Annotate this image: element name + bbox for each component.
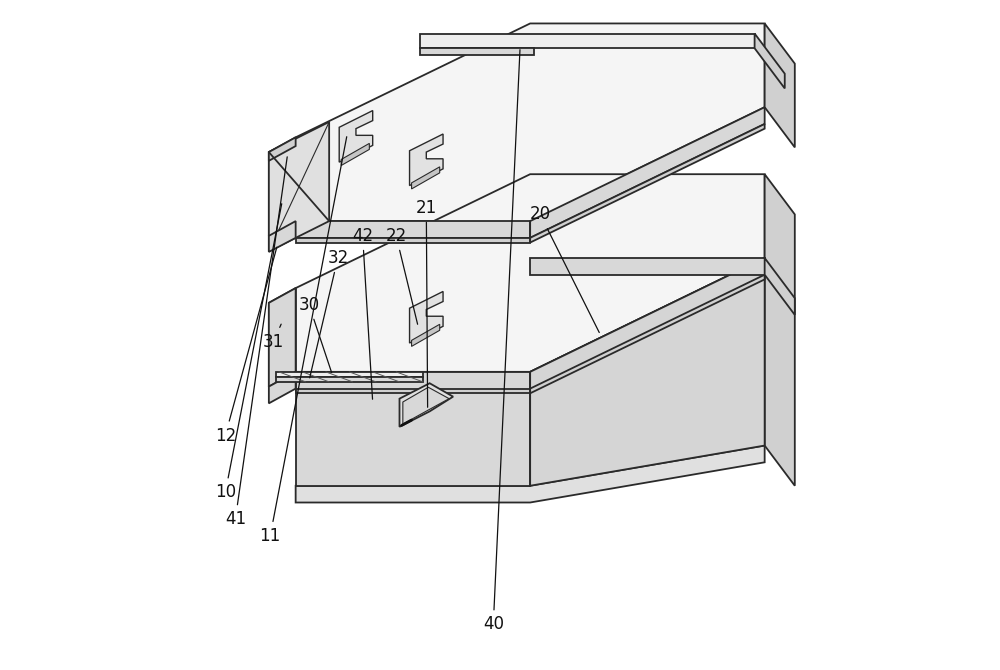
Polygon shape bbox=[276, 377, 423, 382]
Text: 30: 30 bbox=[298, 296, 332, 373]
Polygon shape bbox=[339, 111, 373, 162]
Polygon shape bbox=[412, 324, 440, 346]
Polygon shape bbox=[400, 383, 453, 427]
Polygon shape bbox=[269, 288, 296, 387]
Text: 22: 22 bbox=[386, 227, 418, 324]
Polygon shape bbox=[296, 221, 530, 238]
Polygon shape bbox=[765, 174, 795, 486]
Polygon shape bbox=[341, 143, 369, 165]
Polygon shape bbox=[269, 137, 296, 236]
Polygon shape bbox=[269, 221, 296, 252]
Text: 20: 20 bbox=[530, 206, 599, 332]
Polygon shape bbox=[403, 387, 449, 424]
Text: 11: 11 bbox=[260, 137, 347, 545]
Polygon shape bbox=[296, 174, 765, 372]
Polygon shape bbox=[765, 23, 795, 147]
Text: 21: 21 bbox=[416, 199, 437, 407]
Polygon shape bbox=[276, 372, 423, 377]
Polygon shape bbox=[412, 167, 440, 189]
Polygon shape bbox=[296, 372, 530, 486]
Polygon shape bbox=[420, 48, 534, 55]
Polygon shape bbox=[269, 137, 296, 161]
Polygon shape bbox=[296, 446, 765, 502]
Text: 31: 31 bbox=[263, 324, 284, 350]
Text: 40: 40 bbox=[483, 50, 520, 633]
Polygon shape bbox=[530, 124, 765, 243]
Polygon shape bbox=[269, 122, 329, 251]
Text: 42: 42 bbox=[352, 227, 373, 399]
Polygon shape bbox=[765, 258, 795, 315]
Polygon shape bbox=[755, 34, 785, 88]
Polygon shape bbox=[530, 258, 765, 486]
Polygon shape bbox=[420, 34, 755, 48]
Text: 41: 41 bbox=[225, 157, 287, 528]
Text: 32: 32 bbox=[310, 249, 348, 378]
Polygon shape bbox=[410, 134, 443, 186]
Polygon shape bbox=[530, 258, 765, 389]
Polygon shape bbox=[296, 372, 530, 389]
Polygon shape bbox=[530, 107, 765, 238]
Polygon shape bbox=[530, 275, 765, 393]
Polygon shape bbox=[296, 389, 530, 393]
Polygon shape bbox=[530, 258, 765, 275]
Polygon shape bbox=[269, 372, 296, 403]
Polygon shape bbox=[296, 238, 530, 243]
Polygon shape bbox=[269, 288, 296, 387]
Polygon shape bbox=[410, 291, 443, 343]
Text: 12: 12 bbox=[215, 247, 277, 444]
Polygon shape bbox=[296, 23, 765, 221]
Text: 10: 10 bbox=[215, 204, 282, 501]
